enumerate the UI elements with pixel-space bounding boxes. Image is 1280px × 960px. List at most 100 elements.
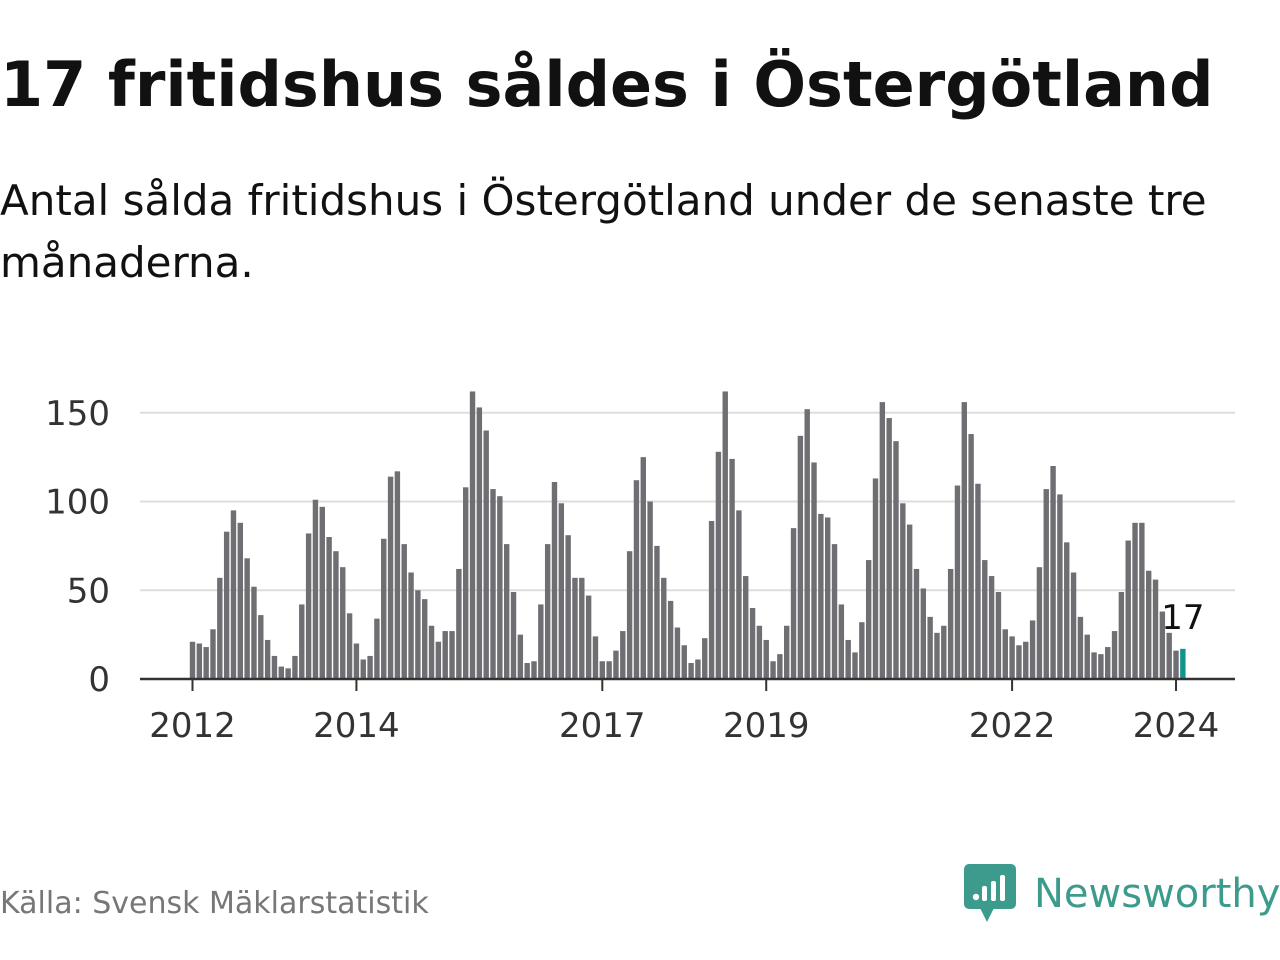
bar (1036, 567, 1043, 679)
bar (1016, 645, 1022, 679)
bar (1091, 652, 1097, 680)
bar (715, 451, 722, 679)
bar (292, 655, 298, 679)
bar (524, 663, 530, 679)
bar (722, 391, 728, 679)
bar (606, 661, 612, 679)
bar (579, 577, 585, 679)
bar (1166, 632, 1172, 679)
x-tick-label: 2014 (313, 706, 400, 746)
bar (749, 608, 756, 679)
bar (1111, 631, 1118, 679)
x-tick-label: 2019 (723, 706, 810, 746)
bar (941, 625, 947, 679)
bar (777, 654, 783, 679)
bar (1023, 641, 1029, 679)
bar (893, 441, 899, 679)
brand[interactable]: Newsworthy (964, 864, 1280, 924)
bar (790, 528, 797, 680)
bar (531, 661, 537, 679)
bar (497, 496, 503, 679)
bar (360, 659, 366, 679)
bar (886, 418, 892, 679)
bar (223, 531, 230, 679)
bar (278, 666, 284, 679)
bar (435, 641, 442, 679)
bar (401, 544, 407, 679)
bar (838, 604, 845, 679)
bar (442, 631, 448, 679)
bar (667, 600, 674, 679)
bar (729, 458, 735, 679)
bar (469, 391, 476, 679)
bar (824, 517, 831, 679)
bar (1132, 522, 1138, 679)
bar (599, 661, 605, 679)
bar (422, 599, 428, 680)
page-subtitle: Antal sålda fritidshus i Östergötland un… (0, 176, 1207, 287)
bar (1139, 522, 1145, 679)
bar (463, 487, 469, 679)
bar (326, 537, 332, 679)
bar (763, 639, 769, 679)
bar (340, 567, 346, 679)
bar (264, 639, 271, 679)
bar (995, 592, 1002, 679)
bar (661, 577, 667, 679)
bar (551, 481, 558, 679)
x-tick-label: 2012 (149, 706, 236, 746)
bar (538, 604, 544, 679)
bar (1070, 572, 1077, 679)
bar (592, 636, 599, 679)
bar (702, 638, 708, 679)
bar (968, 434, 974, 679)
newsworthy-logo-icon (964, 864, 1016, 922)
bar (920, 588, 927, 679)
bar (845, 639, 851, 679)
bar (299, 604, 305, 679)
bar (1159, 611, 1166, 679)
bar (244, 558, 250, 679)
bar (353, 643, 360, 679)
bar (189, 641, 196, 679)
x-tick-label: 2022 (969, 706, 1056, 746)
bar (1152, 579, 1159, 679)
y-tick-label: 100 (45, 483, 110, 523)
x-tick-label: 2017 (559, 706, 646, 746)
bar (572, 577, 578, 679)
bar (1084, 634, 1090, 680)
bar (210, 629, 216, 679)
bar (906, 524, 913, 679)
bar (865, 560, 872, 679)
bar (415, 590, 421, 679)
bar (203, 647, 209, 679)
bar (947, 568, 954, 679)
bar (510, 592, 517, 679)
y-tick-label: 0 (88, 660, 110, 700)
bar (688, 663, 694, 679)
bar (927, 616, 933, 680)
bar (1105, 647, 1111, 679)
bar-highlight (1180, 648, 1186, 679)
bar (565, 535, 571, 679)
bar-chart: 0 50 100 150 2012 2014 2017 2019 2022 2024 17 (45, 391, 1235, 746)
bar (640, 457, 646, 680)
bar (237, 522, 244, 679)
bar (285, 668, 291, 679)
bar (271, 655, 278, 679)
bar (408, 572, 414, 679)
bar (394, 471, 401, 679)
y-tick-label: 50 (67, 571, 110, 611)
bar (613, 650, 619, 679)
bar (333, 551, 339, 679)
bar (797, 435, 804, 679)
bar (756, 625, 763, 679)
bar (1125, 540, 1131, 679)
bar (961, 402, 967, 679)
bar (381, 538, 387, 679)
page-title: 17 fritidshus såldes i Östergötland (0, 48, 1214, 121)
bar (811, 462, 817, 679)
bar (217, 577, 223, 679)
bar (503, 544, 510, 679)
bar (879, 402, 886, 679)
